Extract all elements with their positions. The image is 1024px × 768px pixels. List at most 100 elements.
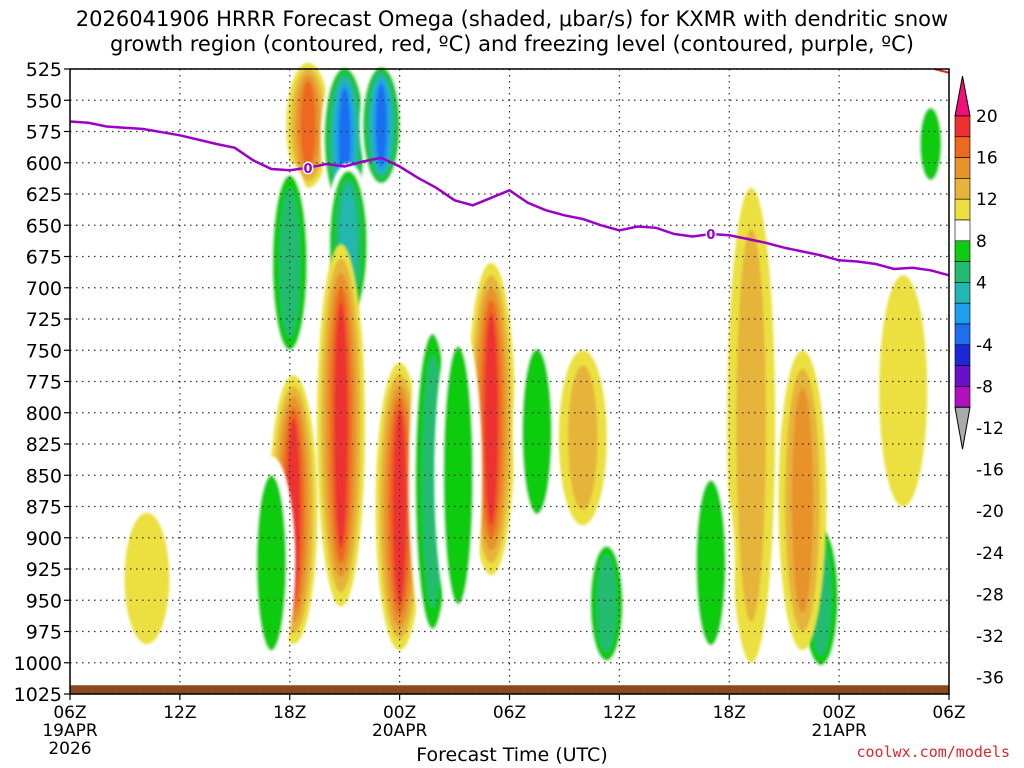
omega-contour (338, 88, 351, 188)
colorbar-max-arrow (954, 75, 971, 117)
colorbar-segment (954, 198, 971, 221)
x-tick-label: 18Z (713, 703, 746, 723)
omega-contour (392, 409, 407, 604)
x-tick-label: 06Z (932, 703, 965, 723)
colorbar-label: -20 (976, 502, 1004, 522)
colorbar-segment (954, 157, 971, 179)
omega-cell (727, 187, 776, 663)
chart-title-line-1: 2026041906 HRRR Forecast Omega (shaded, … (75, 7, 949, 31)
colorbar: 20 16 12 8 4 -4 -8 -12 -16 -20 -24 -28 -32 -36 (954, 75, 1004, 689)
omega-contour (696, 480, 726, 646)
colorbar-segment (954, 240, 971, 262)
colorbar-segment (954, 219, 971, 242)
omega-shading (124, 62, 949, 676)
colorbar-min-arrow (954, 406, 971, 450)
omega-cell (124, 512, 170, 645)
omega-cell (467, 262, 516, 576)
y-tick-label: 675 (26, 247, 62, 269)
omega-contour (376, 84, 387, 167)
x-tick-label: 06Z (53, 703, 86, 723)
colorbar-label: -12 (976, 419, 1004, 439)
freezing-level-label: 0 (304, 162, 313, 177)
ground-surface (70, 685, 949, 694)
colorbar-segment (954, 302, 971, 325)
omega-contour (522, 348, 552, 515)
omega-cell (265, 162, 314, 363)
y-tick-label: 875 (26, 497, 62, 519)
freezing-level-line (69, 120, 950, 277)
x-tick-label: 00Z (822, 703, 855, 723)
freezing-level-label: 0 (706, 228, 715, 243)
omega-contour (124, 512, 170, 645)
y-tick-label: 625 (26, 184, 62, 206)
colorbar-segment (954, 386, 971, 408)
y-tick-label: 600 (26, 153, 62, 175)
y-tick-label: 650 (26, 215, 62, 237)
y-tick-label: 850 (26, 465, 62, 487)
omega-cell (778, 350, 827, 651)
omega-contour (484, 313, 499, 525)
y-tick-label: 750 (26, 340, 62, 362)
y-tick-label: 700 (26, 278, 62, 300)
y-tick-label: 575 (26, 122, 62, 144)
omega-contour (256, 474, 287, 651)
x-tick-date: 20APR (372, 721, 428, 741)
x-tick-label: 12Z (603, 703, 636, 723)
colorbar-label: 20 (976, 107, 998, 127)
colorbar-label: -36 (976, 669, 1004, 689)
chart-title-line-2: growth region (contoured, red, ºC) and f… (110, 32, 914, 56)
y-tick-label: 550 (26, 90, 62, 112)
colorbar-label: -32 (976, 627, 1004, 647)
x-tick-label: 06Z (493, 703, 526, 723)
y-tick-label: 800 (26, 403, 62, 425)
colorbar-label: -8 (976, 377, 993, 397)
y-axis: 525 550 575 600 625 650 675 700 725 750 775 800 825 8… (14, 59, 70, 706)
y-tick-label: 1000 (14, 653, 62, 675)
x-tick-date: 21APR (811, 721, 867, 741)
omega-cell (584, 537, 629, 670)
x-tick-year: 2026 (48, 739, 91, 759)
omega-contour (443, 346, 474, 605)
omega-cell (247, 456, 296, 670)
omega-cell (434, 319, 483, 632)
x-axis-title: Forecast Time (UTC) (416, 744, 608, 766)
omega-cell (558, 350, 607, 526)
omega-contour (736, 228, 766, 622)
watermark: coolwx.com/models (856, 743, 1010, 761)
colorbar-label: 16 (976, 149, 998, 169)
x-tick-label: 12Z (163, 703, 196, 723)
y-tick-label: 525 (26, 59, 62, 81)
y-tick-label: 825 (26, 434, 62, 456)
omega-contour (879, 275, 928, 507)
omega-contour (596, 554, 617, 653)
x-tick-date: 19APR (42, 721, 98, 741)
omega-cell (320, 62, 369, 213)
y-tick-label: 775 (26, 372, 62, 394)
colorbar-label: -24 (976, 544, 1004, 564)
colorbar-segment (954, 344, 971, 366)
omega-cell (359, 62, 404, 188)
y-tick-label: 725 (26, 309, 62, 331)
colorbar-label: -4 (976, 336, 993, 356)
omega-contour (791, 387, 814, 613)
omega-contour (919, 107, 942, 181)
y-tick-label: 925 (26, 559, 62, 581)
omega-contour (568, 365, 598, 511)
colorbar-segment (954, 365, 971, 387)
colorbar-segment (954, 282, 971, 304)
y-tick-label: 950 (26, 590, 62, 612)
omega-cell (317, 243, 365, 607)
y-tick-label: 900 (26, 528, 62, 550)
omega-contour (300, 81, 316, 170)
x-tick-label: 18Z (273, 703, 306, 723)
colorbar-label: -28 (976, 585, 1004, 605)
colorbar-segment (954, 115, 971, 138)
colorbar-label: -16 (976, 461, 1004, 481)
colorbar-segment (954, 136, 971, 158)
omega-cell (513, 331, 561, 532)
y-tick-label: 975 (26, 622, 62, 644)
omega-cell (913, 100, 949, 188)
x-tick-label: 00Z (383, 703, 416, 723)
